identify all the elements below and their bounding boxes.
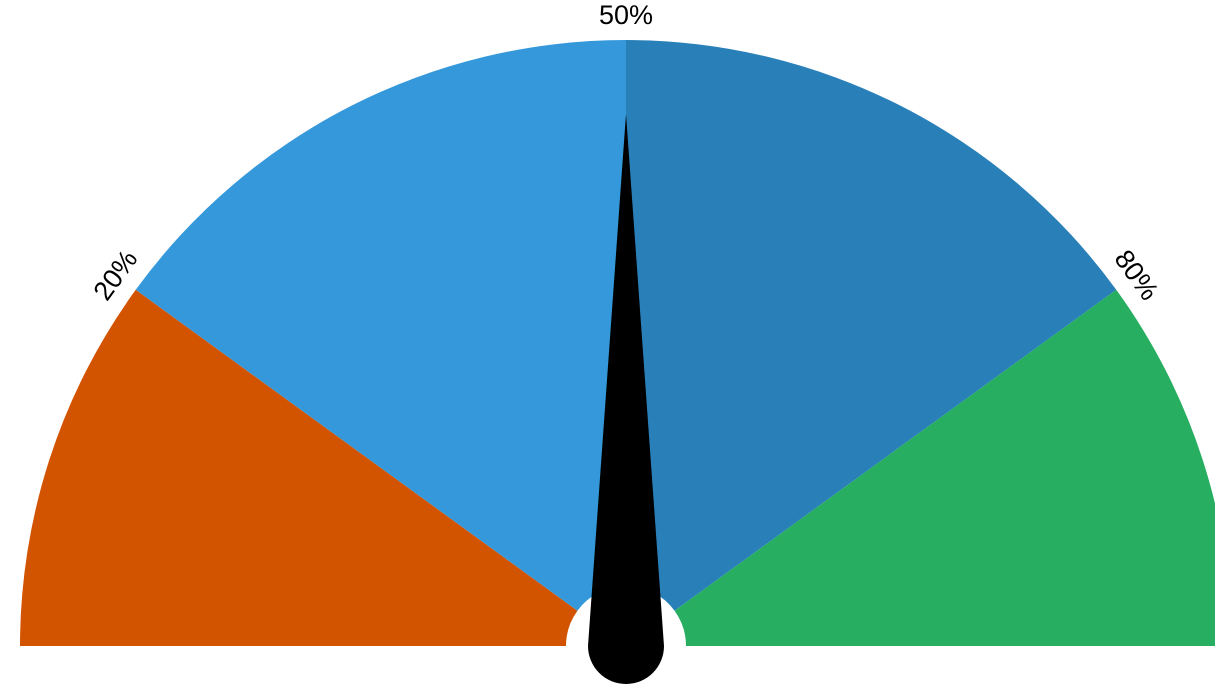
gauge-segment-4 <box>674 289 1215 646</box>
gauge-needle <box>588 114 664 684</box>
gauge-segment-1 <box>20 289 578 646</box>
tick-label-50: 50% <box>599 0 653 30</box>
gauge-needle-group <box>588 114 664 684</box>
gauge-segment-3 <box>626 40 1117 611</box>
gauge-segment-2 <box>135 40 626 611</box>
gauge-segments <box>20 40 1215 646</box>
